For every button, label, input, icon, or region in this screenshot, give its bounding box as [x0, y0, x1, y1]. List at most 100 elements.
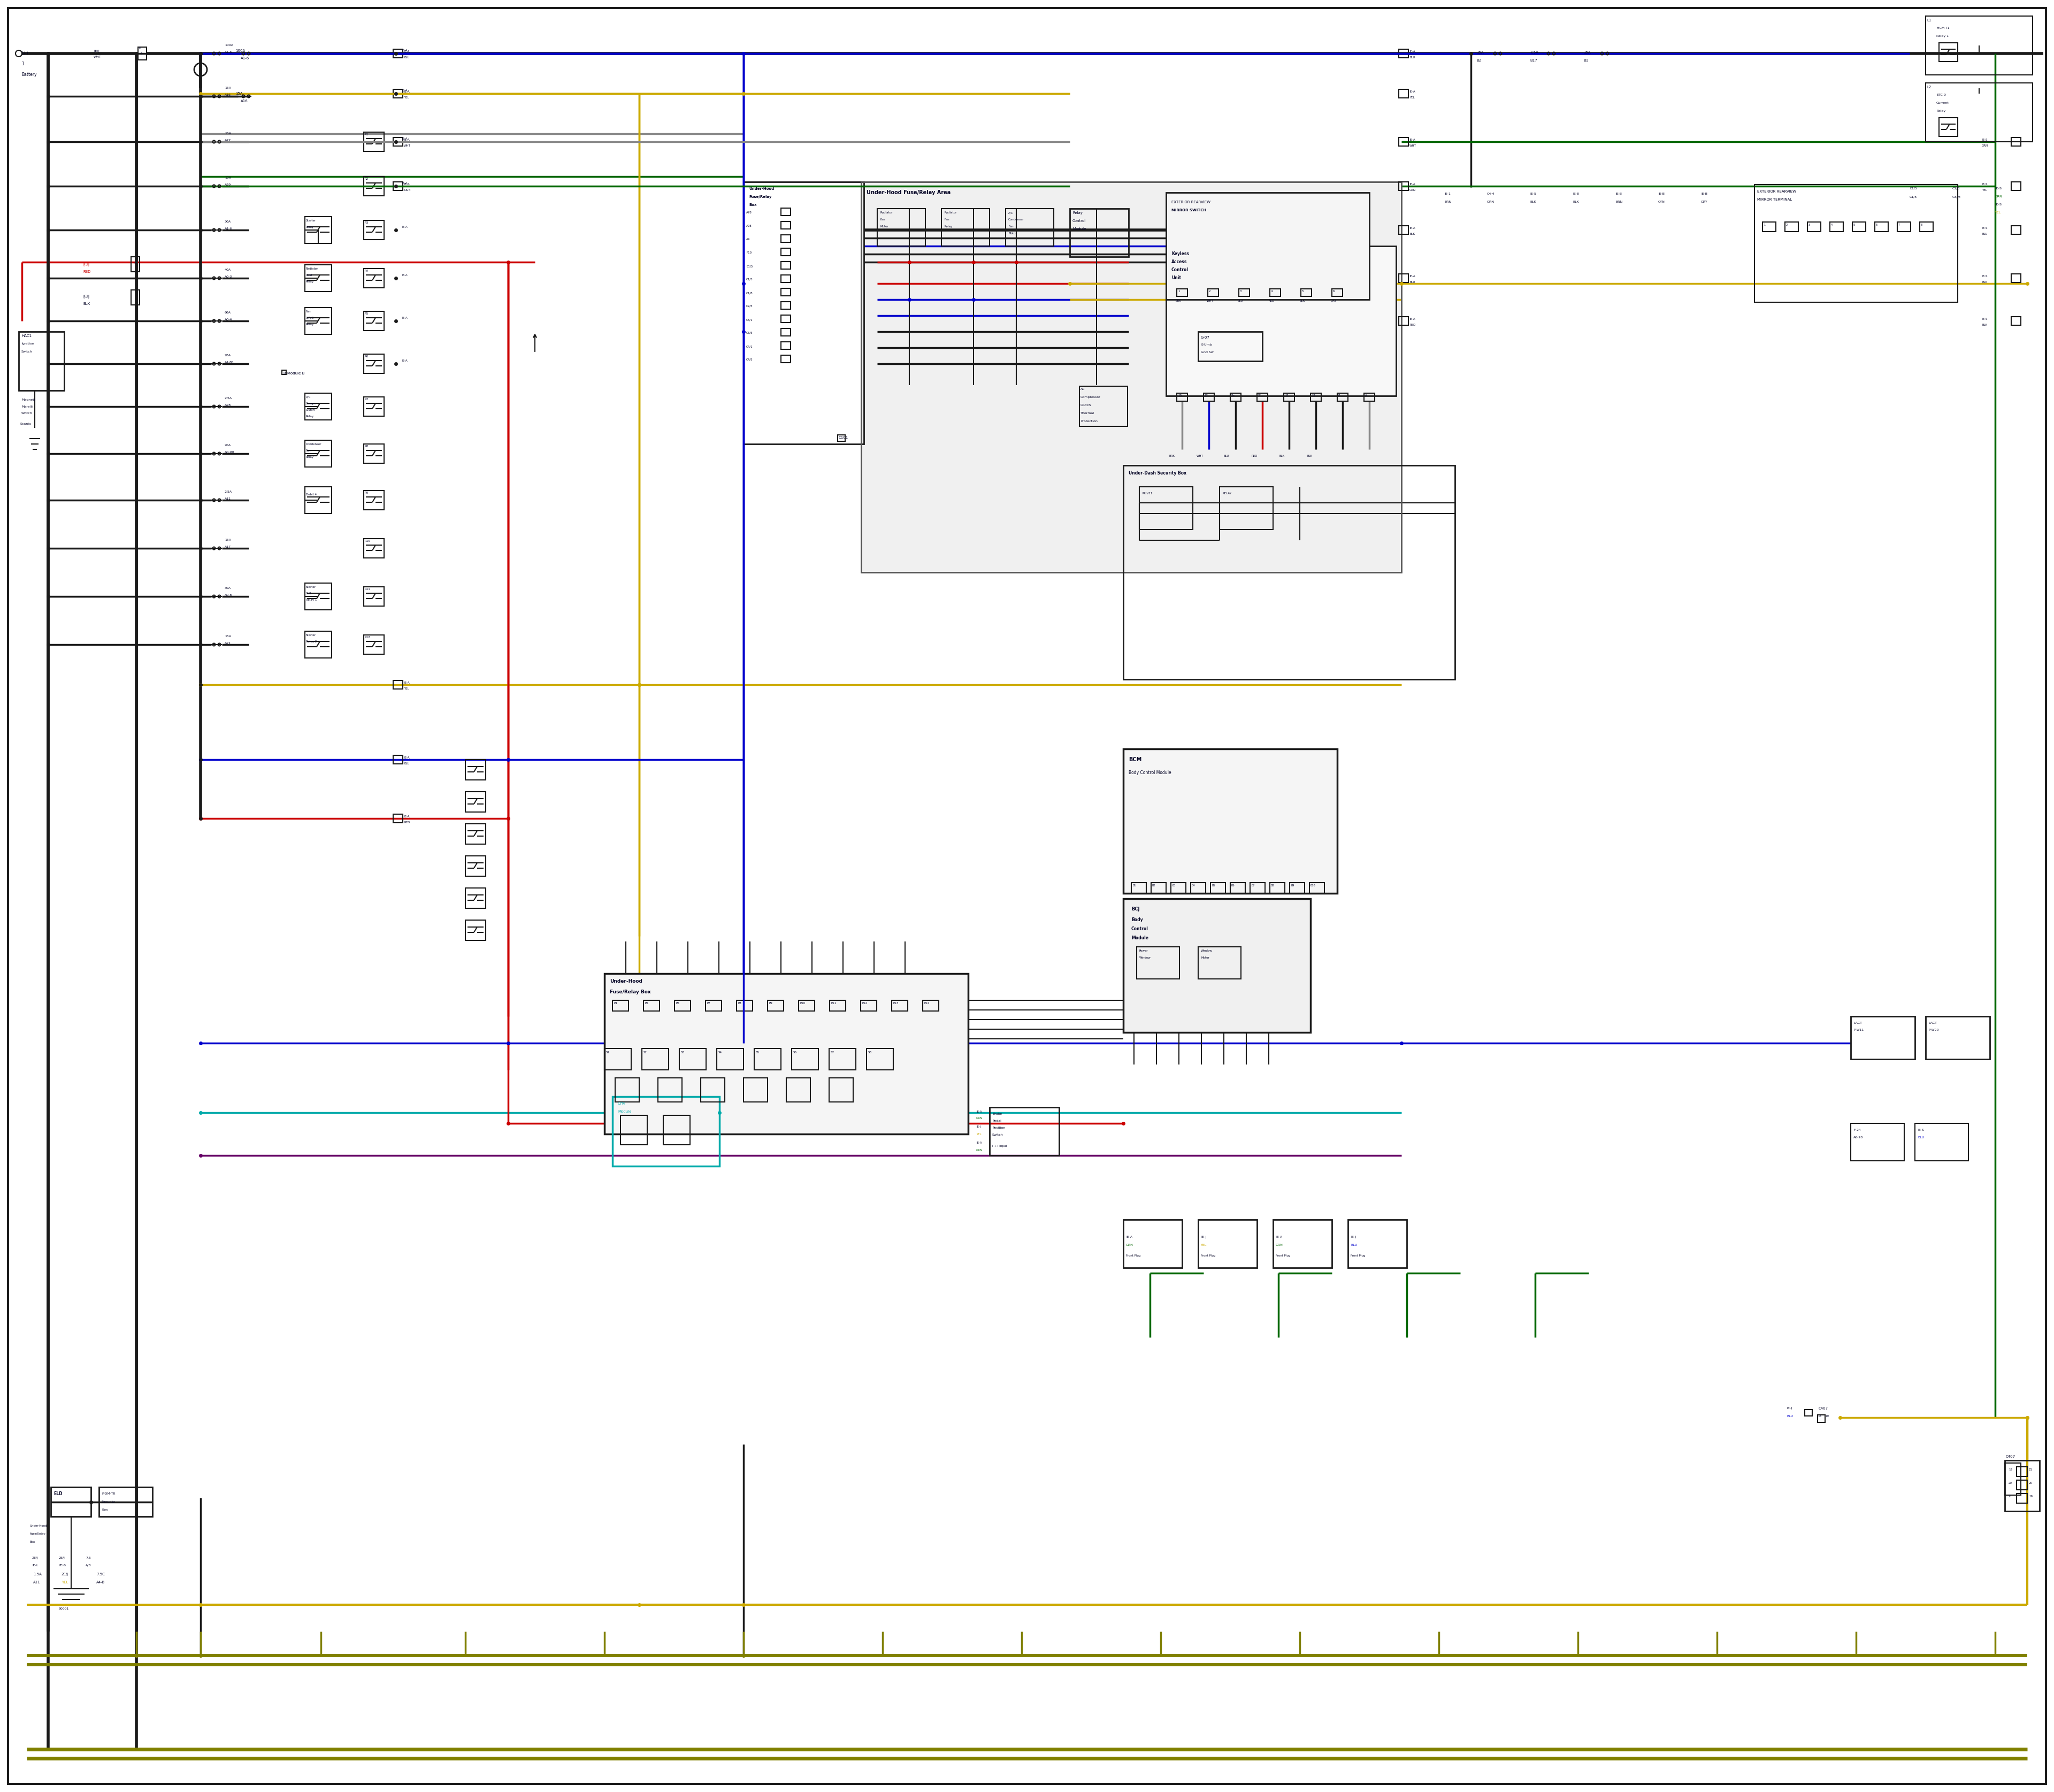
- Text: Radiator: Radiator: [306, 267, 318, 271]
- Text: 12: 12: [1313, 394, 1315, 396]
- Text: A78: A78: [746, 211, 752, 213]
- Text: IE-A: IE-A: [1409, 183, 1415, 186]
- Text: BLK: BLK: [82, 303, 90, 305]
- Text: Window: Window: [1202, 950, 1212, 952]
- Text: IE-A: IE-A: [403, 226, 409, 228]
- Text: 22: 22: [1204, 394, 1208, 396]
- Text: ELD: ELD: [53, 1491, 62, 1496]
- Text: CYN: CYN: [618, 1102, 624, 1106]
- Bar: [304, 308, 331, 335]
- Text: A28: A28: [746, 224, 752, 228]
- Text: IE-J: IE-J: [1787, 1407, 1791, 1410]
- Text: 15A: 15A: [224, 133, 230, 134]
- Bar: [620, 1115, 647, 1145]
- Bar: [304, 392, 331, 419]
- Text: EXTERIOR REARVIEW: EXTERIOR REARVIEW: [1171, 201, 1210, 204]
- Text: Motor: Motor: [879, 226, 887, 228]
- Text: YEL: YEL: [1982, 188, 1986, 192]
- Bar: [781, 235, 791, 242]
- Bar: [466, 889, 485, 909]
- Bar: [1762, 222, 1777, 231]
- Text: 15A: 15A: [224, 86, 230, 90]
- Text: A1-6: A1-6: [240, 57, 249, 59]
- Bar: [1124, 1220, 1183, 1267]
- Text: Switch: Switch: [992, 1134, 1002, 1136]
- Text: S1: S1: [606, 1052, 610, 1054]
- Text: BLU: BLU: [1409, 56, 1415, 59]
- Text: Fuse/Relay Box: Fuse/Relay Box: [610, 989, 651, 995]
- Text: 30A: 30A: [224, 220, 232, 222]
- Text: IE-A: IE-A: [976, 1111, 982, 1113]
- Text: Ignition: Ignition: [21, 342, 35, 346]
- Text: G-07: G-07: [1202, 335, 1210, 339]
- Text: C1/5: C1/5: [1910, 195, 1916, 197]
- Bar: [1257, 392, 1267, 401]
- Bar: [1197, 332, 1263, 360]
- Text: C101: C101: [838, 435, 848, 439]
- Text: 2.5A: 2.5A: [224, 491, 232, 493]
- Bar: [392, 754, 403, 763]
- Text: L1: L1: [1927, 18, 1931, 22]
- Text: Radiator: Radiator: [879, 211, 891, 213]
- Text: Compressor: Compressor: [1080, 396, 1101, 398]
- Text: Box: Box: [750, 202, 756, 206]
- Bar: [1399, 226, 1409, 235]
- Bar: [281, 371, 286, 375]
- Text: P8: P8: [737, 1002, 741, 1005]
- Bar: [364, 177, 384, 195]
- Text: GRN: GRN: [976, 1116, 982, 1120]
- Text: RED: RED: [405, 821, 411, 824]
- Text: 19: 19: [1826, 1416, 1828, 1417]
- Bar: [364, 133, 384, 151]
- Text: 15: 15: [1818, 1416, 1822, 1417]
- Text: Coil: Coil: [306, 591, 312, 595]
- Text: B Module B: B Module B: [283, 371, 304, 375]
- Bar: [1132, 883, 1146, 894]
- Text: [EJ]: [EJ]: [82, 294, 88, 297]
- Text: BLU: BLU: [1409, 281, 1415, 283]
- Text: A16: A16: [240, 100, 249, 102]
- Bar: [754, 1048, 781, 1070]
- Text: Unit: Unit: [1171, 276, 1181, 280]
- Bar: [1399, 274, 1409, 283]
- Text: Debit 4: Debit 4: [306, 493, 316, 496]
- Bar: [1124, 466, 1454, 679]
- Text: IE-B: IE-B: [1701, 192, 1707, 195]
- Text: Compr.: Compr.: [306, 401, 316, 405]
- Text: IE-A: IE-A: [403, 274, 409, 276]
- Text: Body Control Module: Body Control Module: [1128, 771, 1171, 776]
- Text: IE-A: IE-A: [1409, 90, 1415, 93]
- Text: P6: P6: [676, 1002, 680, 1005]
- Bar: [1284, 392, 1294, 401]
- Text: A4: A4: [746, 238, 750, 240]
- Bar: [657, 1077, 682, 1102]
- Text: 2f: 2f: [1257, 394, 1261, 396]
- Text: BLU: BLU: [1982, 233, 1988, 235]
- Text: Relay: Relay: [306, 323, 314, 326]
- Text: Front Plug: Front Plug: [1276, 1254, 1290, 1256]
- Text: Fan: Fan: [306, 310, 310, 314]
- Bar: [1818, 1416, 1826, 1423]
- Text: B2: B2: [1477, 59, 1481, 63]
- Text: Starter: Starter: [306, 634, 316, 636]
- Text: Fuse/Relay: Fuse/Relay: [29, 1532, 45, 1536]
- Text: Access: Access: [1171, 260, 1187, 263]
- Bar: [304, 487, 331, 514]
- Text: IE-A: IE-A: [1409, 317, 1415, 321]
- Text: C3/1: C3/1: [746, 319, 754, 321]
- Text: IE-A: IE-A: [405, 90, 409, 93]
- Text: 2E/J: 2E/J: [33, 1557, 39, 1559]
- Text: WHT: WHT: [1197, 455, 1204, 457]
- Bar: [1006, 208, 1054, 246]
- Text: Position: Position: [992, 1127, 1004, 1129]
- Bar: [1830, 222, 1842, 231]
- Text: Body: Body: [1132, 918, 1142, 923]
- Bar: [781, 208, 791, 215]
- Text: 20: 20: [2029, 1482, 2033, 1484]
- Text: FICM-T1: FICM-T1: [1937, 27, 1949, 29]
- Bar: [2005, 1462, 2021, 1495]
- Text: Battery: Battery: [21, 72, 37, 77]
- Bar: [466, 760, 485, 780]
- Text: IPDM-TR: IPDM-TR: [101, 1493, 115, 1495]
- Bar: [364, 220, 384, 240]
